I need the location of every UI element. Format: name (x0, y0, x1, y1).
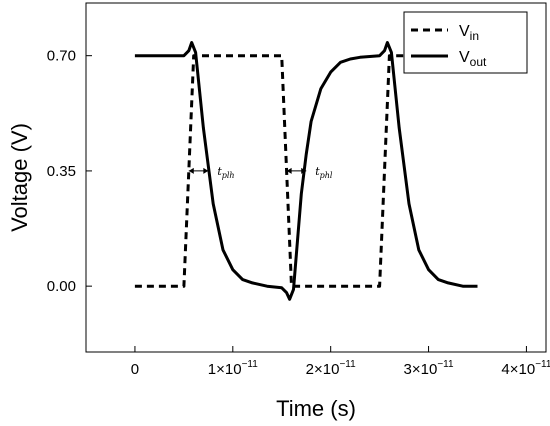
legend-label-vin: Vin (459, 23, 479, 43)
x-tick-label: 4×10−11 (501, 359, 550, 378)
annotations-group: tplh tphl (188, 165, 333, 180)
series-group (134, 41, 478, 301)
legend-label-vout: Vout (459, 49, 487, 69)
plot-area-frame (85, 2, 547, 353)
delay-label-tplh: tplh (217, 165, 234, 180)
series-line-out (134, 41, 478, 301)
x-tick-label: 0 (131, 361, 139, 378)
arrow-head-left (188, 167, 194, 174)
arrow-head-right (203, 167, 209, 174)
legend: Vin Vout (403, 11, 528, 74)
y-axis-ticks: 0.00 0.35 0.70 (47, 48, 92, 295)
x-tick-label: 1×10−11 (208, 359, 258, 378)
x-axis-label: Time (s) (276, 396, 356, 421)
arrow-head-right (301, 167, 307, 174)
x-tick-label: 3×10−11 (404, 359, 454, 378)
delay-label-tphl: tphl (315, 165, 333, 180)
series-line-in (134, 54, 478, 288)
y-axis-label: Voltage (V) (7, 123, 32, 232)
arrow-head-left (286, 167, 292, 174)
x-axis-ticks: 0 1×10−11 2×10−11 3×10−11 4×10−11 (131, 346, 550, 378)
y-tick-label: 0.70 (47, 48, 76, 65)
legend-frame (403, 11, 528, 74)
x-tick-label: 2×10−11 (306, 359, 356, 378)
y-tick-label: 0.00 (47, 278, 76, 295)
y-tick-label: 0.35 (47, 163, 76, 180)
